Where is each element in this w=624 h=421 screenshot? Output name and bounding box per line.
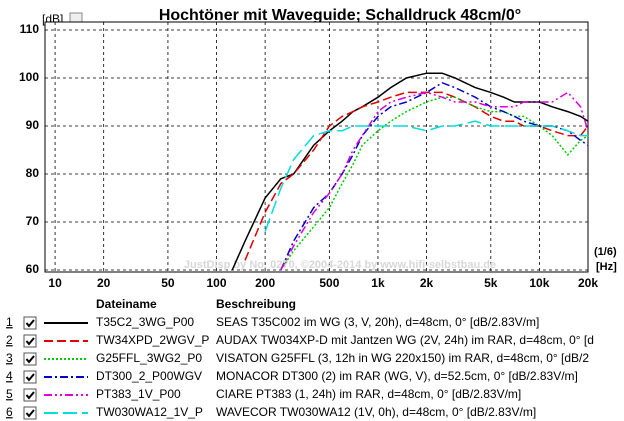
x-tick-label: 50 (161, 276, 175, 290)
legend-name: G25FFL_3WG2_P0 (96, 351, 202, 365)
checkmark (25, 373, 35, 382)
checkmark (25, 355, 35, 364)
x-tick-label: 200 (255, 276, 275, 290)
checkmark (25, 319, 35, 328)
chart-title: Hochtöner mit Waveguide; Schalldruck 48c… (159, 7, 521, 24)
x-tick-label: 100 (207, 276, 227, 290)
legend-number: 5 (6, 387, 13, 401)
legend-description: VISATON G25FFL (3, 12h in WG 220x150) im… (216, 351, 589, 365)
legend-header: Dateiname (96, 297, 157, 311)
legend-number: 2 (6, 333, 13, 347)
series-line (280, 91, 589, 271)
y-tick-label: 60 (26, 262, 40, 276)
legend-checkbox[interactable] (23, 334, 37, 348)
legend-header: Beschreibung (216, 297, 296, 311)
legend-number: 6 (6, 405, 13, 419)
y-tick-label: 100 (19, 70, 39, 84)
y-tick-label: 70 (26, 214, 40, 228)
y-tick-label: 110 (20, 22, 40, 36)
legend-name: DT300_2_P00WGV (96, 369, 202, 383)
legend-checkbox[interactable] (23, 316, 37, 330)
checkmark (25, 391, 35, 400)
x-tick-label: 20 (97, 276, 111, 290)
legend-description: MONACOR DT300 (2) im RAR (WG, V), d=52.5… (216, 369, 578, 383)
legend-description: WAVECOR TW030WA12 (1V, 0h), d=48cm, 0° [… (216, 405, 536, 419)
legend-description: AUDAX TW034XP-D mit Jantzen WG (2V, 24h)… (216, 333, 594, 347)
y-tick-label: 90 (26, 118, 40, 132)
legend-name: TW34XPD_2WGV_P (96, 333, 209, 347)
x-tick-label: 1k (371, 276, 385, 290)
checkmark (25, 337, 35, 346)
y-tick-label: 80 (26, 166, 40, 180)
legend-number: 1 (6, 315, 13, 329)
smoothing-label: (1/6) (594, 246, 617, 258)
x-tick-label: 20k (578, 276, 598, 290)
legend-checkbox[interactable] (23, 352, 37, 366)
legend-description: SEAS T35C002 im WG (3, V, 20h), d=48cm, … (216, 315, 539, 329)
checkmark (25, 409, 35, 418)
series-line (244, 91, 589, 261)
series-line (264, 120, 588, 232)
x-tick-label: 10 (48, 276, 62, 290)
legend-number: 4 (6, 369, 13, 383)
x-tick-label: 5k (484, 276, 498, 290)
legend-name: PT383_1V_P00 (96, 387, 181, 401)
legend-name: TW030WA12_1V_P (96, 405, 203, 419)
x-tick-label: 10k (529, 276, 549, 290)
legend-checkbox[interactable] (23, 370, 37, 384)
legend-checkbox[interactable] (23, 406, 37, 420)
x-unit: [Hz] (596, 261, 617, 273)
legend-checkbox[interactable] (23, 388, 37, 402)
legend-description: CIARE PT383 (1, 24h) im RAR, d=48cm, 0° … (216, 387, 521, 401)
legend-name: T35C2_3WG_P00 (96, 315, 194, 329)
x-tick-label: 500 (319, 276, 339, 290)
legend-number: 3 (6, 351, 13, 365)
watermark: JustDisp by No. 0270, ©2004-2014 by www.… (184, 259, 496, 271)
x-tick-label: 2k (420, 276, 434, 290)
